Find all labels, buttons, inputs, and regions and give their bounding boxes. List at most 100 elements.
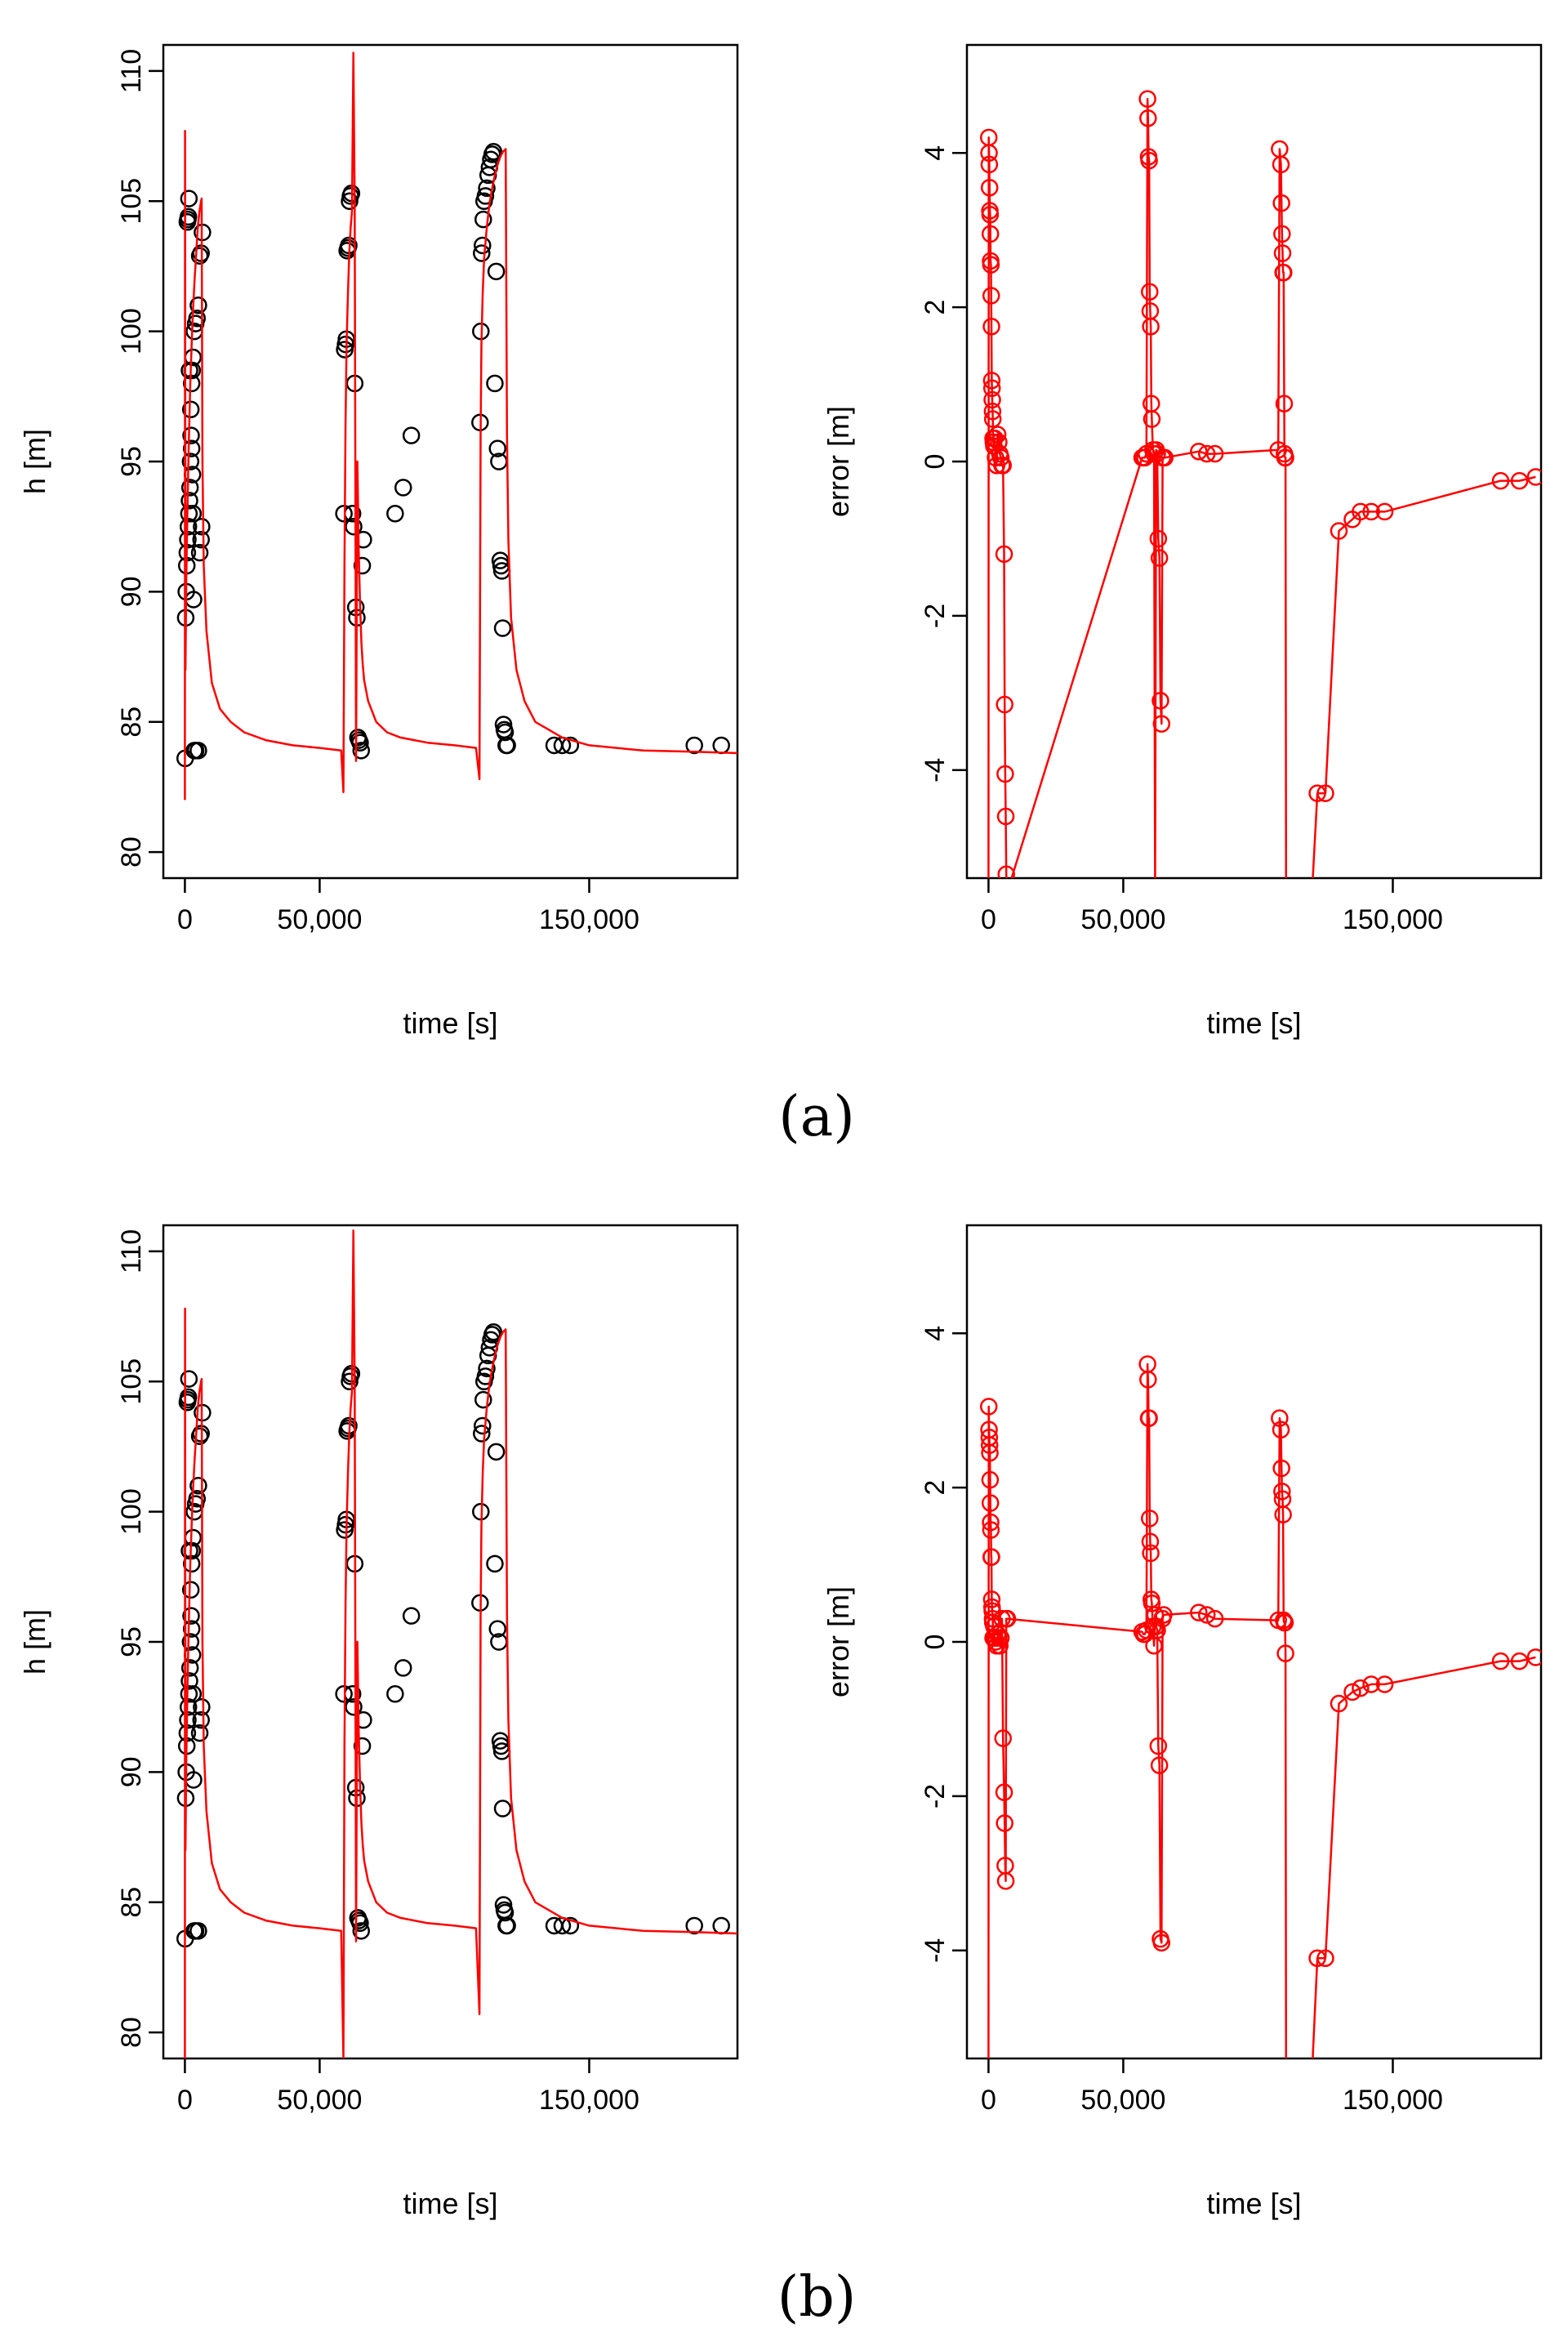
error-point	[1275, 395, 1294, 413]
error-point	[991, 1629, 1010, 1648]
error-line	[987, 1363, 1536, 2058]
error-point	[1156, 448, 1174, 467]
error-point	[980, 178, 999, 197]
error-point	[983, 410, 1002, 428]
observed-point	[473, 244, 491, 262]
y-tick-label: 105	[116, 178, 147, 225]
observed-point	[189, 742, 207, 760]
y-tick-label: 100	[116, 1488, 147, 1535]
error-point	[980, 1436, 999, 1454]
error-point	[980, 144, 998, 162]
plot-frame	[965, 43, 1543, 880]
error-point	[981, 1443, 999, 1462]
x-tick-label: 50,000	[1080, 904, 1165, 935]
observed-point	[345, 1697, 363, 1716]
plot-frame	[162, 43, 739, 880]
plot-frame	[162, 1224, 739, 2060]
error-point	[1150, 1756, 1169, 1774]
error-point	[1273, 225, 1291, 243]
observed-point	[486, 374, 504, 393]
error-point	[996, 1872, 1015, 1890]
observed-point	[193, 1697, 211, 1716]
error-point	[1304, 2066, 1320, 2081]
observed-point	[192, 1710, 210, 1729]
error-point	[1140, 1409, 1158, 1427]
observed-point	[190, 1724, 209, 1742]
error-point	[996, 807, 1015, 826]
y-tick-label: 95	[116, 1626, 147, 1657]
observed-point	[478, 1359, 496, 1378]
observed-point	[496, 723, 514, 742]
observed-point	[394, 479, 412, 497]
error-point	[1273, 244, 1292, 262]
error-point	[979, 1398, 998, 1416]
panel-label-b: (b)	[777, 2265, 857, 2330]
error-point	[993, 1609, 1011, 1628]
x-tick-label: 0	[981, 2085, 996, 2116]
error-point	[1271, 1409, 1289, 1427]
error-point	[1141, 1532, 1160, 1550]
observed-point	[182, 374, 201, 393]
y-tick-label: 0	[920, 1635, 951, 1650]
y-tick-label: 2	[920, 1480, 951, 1496]
error-point	[1147, 885, 1163, 901]
error-point	[1526, 1648, 1541, 1666]
observed-point	[498, 1916, 516, 1935]
chart-3: 0 50,000 150,000 80 85 90 95 100 105 110 time [s] h…	[18, 1224, 739, 2220]
y-axis-title: error [m]	[822, 1586, 855, 1697]
error-point	[1275, 263, 1293, 282]
plot-area	[176, 1229, 737, 2058]
error-point	[996, 695, 1013, 714]
observed-point	[402, 1607, 421, 1625]
x-tick-label: 150,000	[1343, 904, 1443, 935]
observed-point	[386, 505, 404, 523]
observed-point	[493, 1800, 512, 1817]
error-point	[1308, 1949, 1326, 1967]
observed-point	[685, 1916, 703, 1935]
observed-point	[386, 1685, 404, 1703]
observed-point	[484, 1322, 503, 1341]
y-axis-title: error [m]	[822, 406, 855, 517]
observed-point	[188, 309, 207, 328]
x-axis-title: time [s]	[1206, 2187, 1301, 2220]
observed-point	[182, 439, 201, 457]
error-point	[1272, 1459, 1290, 1478]
observed-point	[474, 210, 492, 229]
error-line	[987, 97, 1536, 878]
observed-point	[561, 1916, 580, 1935]
error-point	[999, 885, 1014, 901]
error-point	[995, 1783, 1013, 1801]
error-point	[1510, 471, 1529, 490]
error-point	[1491, 471, 1510, 490]
x-tick-label: 150,000	[539, 904, 639, 935]
x-tick-label: 50,000	[277, 904, 362, 935]
y-tick-label: 2	[920, 300, 951, 315]
observed-point	[496, 1903, 514, 1922]
panel-label-a: (a)	[778, 1085, 855, 1149]
error-point	[1278, 2066, 1294, 2081]
error-point	[998, 1609, 1017, 1628]
charts-layer: 0 50,000 150,000 80 85 90 95 100 105 110 time [s] h…	[18, 43, 1543, 2220]
observed-point	[487, 1443, 506, 1461]
error-point	[1148, 1621, 1166, 1639]
observed-point	[180, 492, 198, 510]
y-tick-label: 105	[116, 1358, 147, 1405]
plot-area	[176, 51, 737, 801]
error-point	[981, 1470, 1000, 1489]
error-point	[1330, 1694, 1348, 1713]
x-axis-title: time [s]	[403, 2187, 497, 2220]
observed-point	[182, 1554, 201, 1573]
observed-point	[712, 1916, 730, 1935]
y-tick-label: -2	[920, 1784, 951, 1809]
error-point	[1276, 448, 1294, 467]
observed-point	[179, 207, 198, 226]
error-point	[997, 865, 1015, 878]
error-point	[1343, 1683, 1361, 1702]
y-tick-label: -4	[920, 758, 951, 783]
y-tick-label: -2	[920, 604, 951, 628]
observed-point	[345, 517, 363, 536]
y-tick-label: 110	[116, 1229, 147, 1273]
observed-point	[474, 236, 492, 255]
observed-point	[189, 1922, 207, 1940]
